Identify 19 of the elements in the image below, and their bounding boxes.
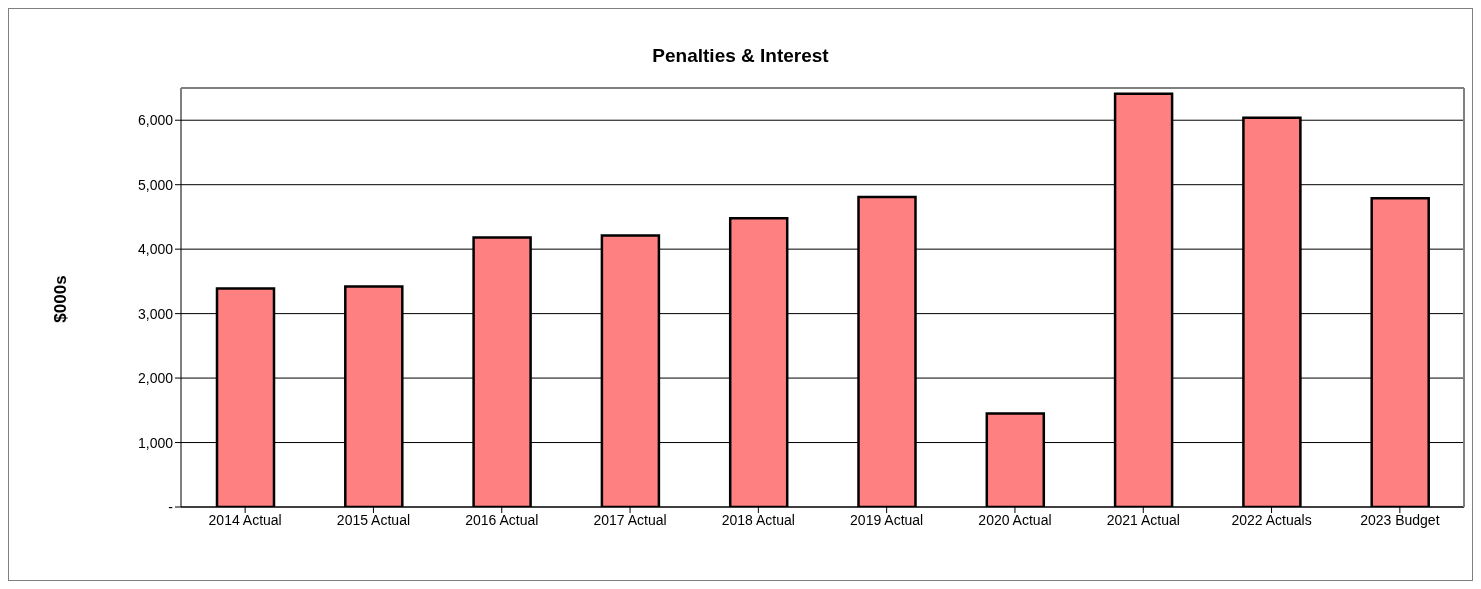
y-tick-label: 6,000: [137, 112, 174, 129]
y-tick-label: 5,000: [137, 176, 174, 193]
y-tick-label: 4,000: [137, 241, 174, 258]
x-tick-label: 2015 Actual: [336, 511, 411, 528]
y-axis-title: $000s: [51, 275, 71, 323]
x-tick-label: 2017 Actual: [593, 511, 667, 528]
x-tick-label: 2022 Actuals: [1231, 511, 1312, 528]
y-tick-label: 2,000: [137, 370, 174, 387]
x-tick-label: 2019 Actual: [850, 511, 924, 528]
x-tick-label: 2018 Actual: [721, 511, 795, 528]
chart-title: Penalties & Interest: [651, 45, 830, 67]
y-tick-label: 1,000: [137, 434, 174, 451]
y-tick-label: -: [168, 498, 174, 515]
x-tick-label: 2020 Actual: [978, 511, 1052, 528]
x-tick-label: 2014 Actual: [208, 511, 282, 528]
y-tick-label: 3,000: [137, 305, 174, 322]
x-tick-label: 2023 Budget: [1360, 511, 1440, 528]
x-tick-label: 2016 Actual: [465, 511, 539, 528]
x-tick-label: 2021 Actual: [1106, 511, 1180, 528]
